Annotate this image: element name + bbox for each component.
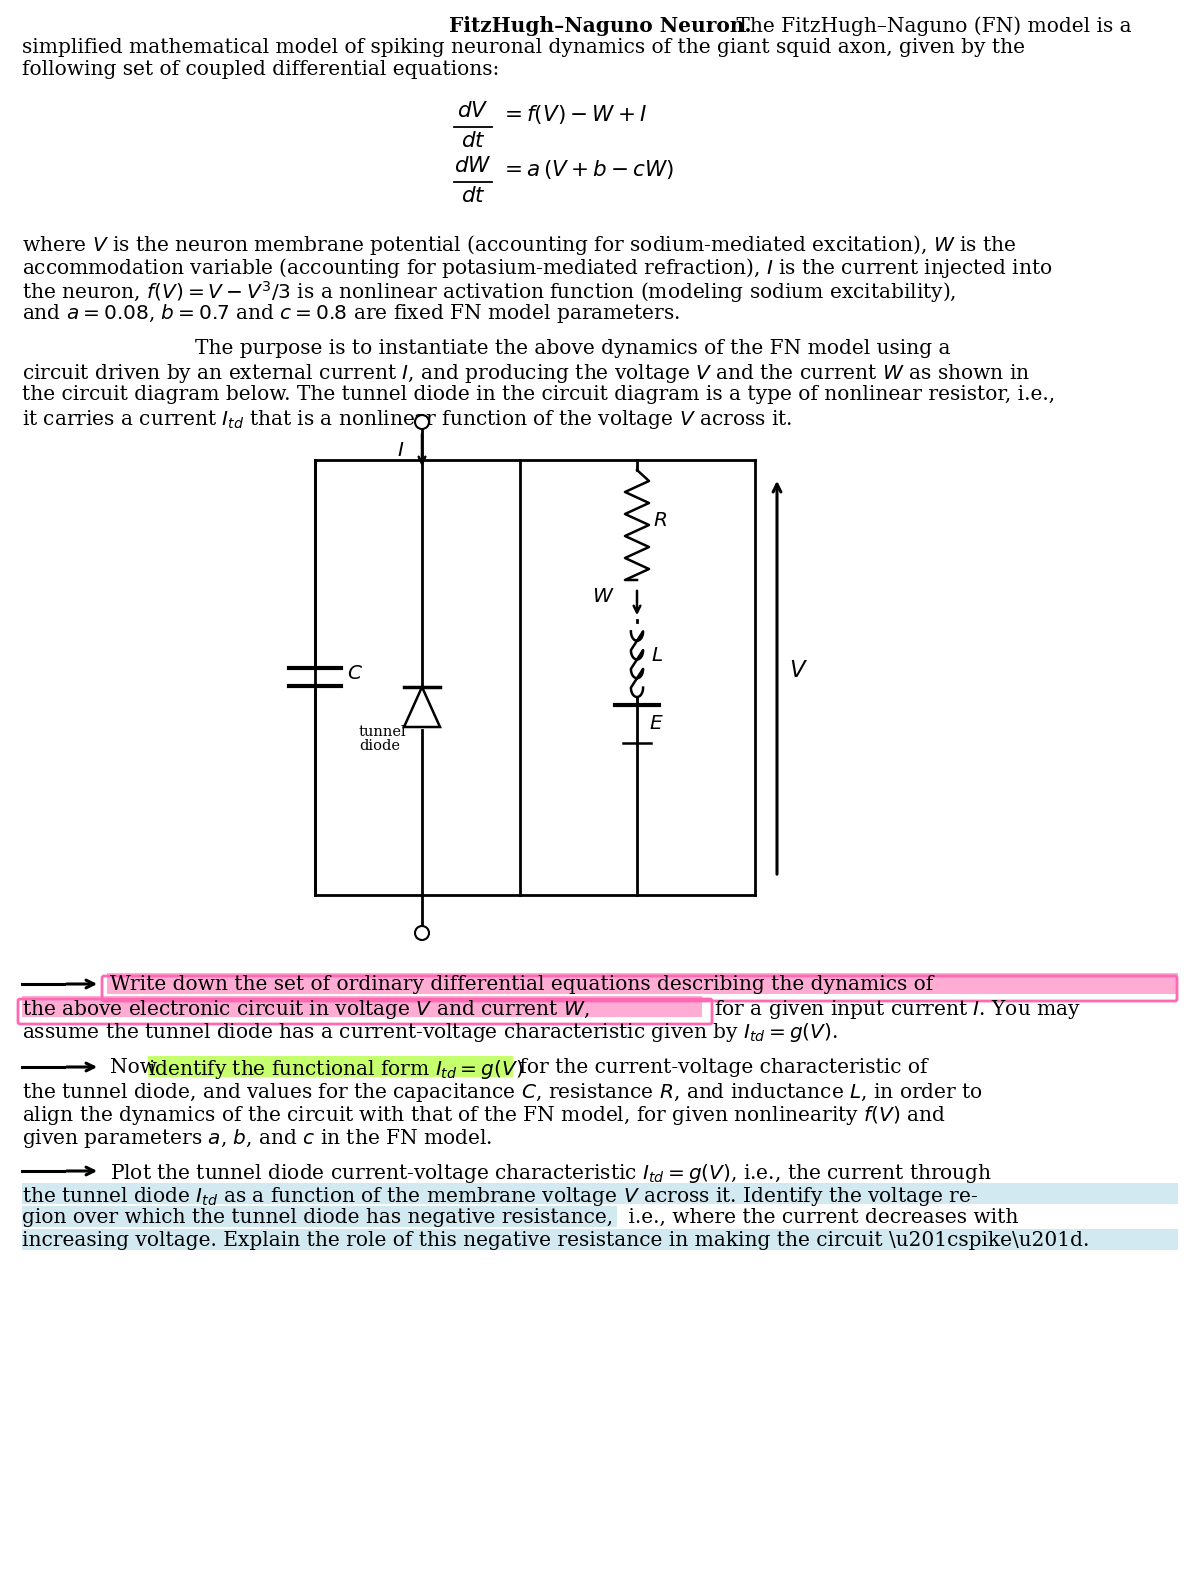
- Text: $dW$: $dW$: [455, 154, 492, 177]
- Text: increasing voltage. Explain the role of this negative resistance in making the c: increasing voltage. Explain the role of …: [22, 1231, 1090, 1250]
- Text: identify the functional form $I_{td} = g(V)$: identify the functional form $I_{td} = g…: [148, 1057, 523, 1081]
- Text: diode: diode: [359, 739, 400, 753]
- Text: where $V$ is the neuron membrane potential (accounting for sodium-mediated excit: where $V$ is the neuron membrane potenti…: [22, 233, 1016, 257]
- Text: the tunnel diode $I_{td}$ as a function of the membrane voltage $V$ across it. I: the tunnel diode $I_{td}$ as a function …: [22, 1185, 978, 1207]
- Text: $dt$: $dt$: [461, 129, 485, 151]
- Text: $C$: $C$: [347, 663, 362, 682]
- Text: the above electronic circuit in voltage $V$ and current $W$,: the above electronic circuit in voltage …: [22, 998, 589, 1021]
- FancyBboxPatch shape: [22, 1229, 1178, 1250]
- Text: $= f(V) - W + I$: $= f(V) - W + I$: [500, 102, 647, 126]
- Text: for the current-voltage characteristic of: for the current-voltage characteristic o…: [514, 1057, 928, 1076]
- FancyBboxPatch shape: [22, 996, 702, 1017]
- Text: the neuron, $f(V) = V - V^3/3$ is a nonlinear activation function (modeling sodi: the neuron, $f(V) = V - V^3/3$ is a nonl…: [22, 279, 956, 304]
- Text: $L$: $L$: [650, 646, 662, 665]
- Text: i.e., where the current decreases with: i.e., where the current decreases with: [622, 1207, 1019, 1228]
- Text: The purpose is to instantiate the above dynamics of the FN model using a: The purpose is to instantiate the above …: [194, 339, 950, 358]
- Text: accommodation variable (accounting for potasium-mediated refraction), $I$ is the: accommodation variable (accounting for p…: [22, 255, 1052, 281]
- Circle shape: [415, 927, 430, 939]
- Text: $dt$: $dt$: [461, 184, 485, 206]
- FancyBboxPatch shape: [22, 1184, 1178, 1204]
- Circle shape: [415, 414, 430, 429]
- Text: given parameters $a$, $b$, and $c$ in the FN model.: given parameters $a$, $b$, and $c$ in th…: [22, 1127, 492, 1150]
- Text: $E$: $E$: [649, 714, 664, 733]
- Text: gion over which the tunnel diode has negative resistance,: gion over which the tunnel diode has neg…: [22, 1207, 613, 1228]
- FancyBboxPatch shape: [22, 1206, 617, 1228]
- Text: the circuit diagram below. The tunnel diode in the circuit diagram is a type of : the circuit diagram below. The tunnel di…: [22, 385, 1055, 403]
- Text: $R$: $R$: [653, 511, 667, 530]
- FancyBboxPatch shape: [107, 972, 1178, 994]
- Text: and $a = 0.08$, $b = 0.7$ and $c = 0.8$ are fixed FN model parameters.: and $a = 0.08$, $b = 0.7$ and $c = 0.8$ …: [22, 303, 680, 325]
- Text: assume the tunnel diode has a current-voltage characteristic given by $I_{td} = : assume the tunnel diode has a current-vo…: [22, 1021, 838, 1043]
- FancyBboxPatch shape: [148, 1056, 514, 1076]
- Text: it carries a current $I_{td}$ that is a nonlinear function of the voltage $V$ ac: it carries a current $I_{td}$ that is a …: [22, 408, 792, 430]
- Text: $V$: $V$: [790, 660, 808, 682]
- Text: Now: Now: [110, 1057, 163, 1076]
- Text: $dV$: $dV$: [457, 99, 488, 121]
- Text: FitzHugh–Naguno Neuron.: FitzHugh–Naguno Neuron.: [449, 16, 751, 36]
- Text: $W$: $W$: [593, 586, 616, 605]
- Text: align the dynamics of the circuit with that of the FN model, for given nonlinear: align the dynamics of the circuit with t…: [22, 1105, 946, 1127]
- Text: Write down the set of ordinary differential equations describing the dynamics of: Write down the set of ordinary different…: [110, 976, 934, 994]
- Text: the tunnel diode, and values for the capacitance $C$, resistance $R$, and induct: the tunnel diode, and values for the cap…: [22, 1081, 983, 1105]
- Text: Plot the tunnel diode current-voltage characteristic $I_{td} = g(V)$, i.e., the : Plot the tunnel diode current-voltage ch…: [110, 1162, 992, 1185]
- Text: $= a\,(V + b - cW)$: $= a\,(V + b - cW)$: [500, 158, 674, 181]
- Text: for a given input current $I$. You may: for a given input current $I$. You may: [708, 998, 1081, 1021]
- Text: following set of coupled differential equations:: following set of coupled differential eq…: [22, 60, 499, 79]
- Text: $I$: $I$: [397, 441, 404, 460]
- Text: simplified mathematical model of spiking neuronal dynamics of the giant squid ax: simplified mathematical model of spiking…: [22, 38, 1025, 57]
- Text: circuit driven by an external current $I$, and producing the voltage $V$ and the: circuit driven by an external current $I…: [22, 362, 1030, 385]
- Text: The FitzHugh–Naguno (FN) model is a: The FitzHugh–Naguno (FN) model is a: [730, 16, 1132, 36]
- Text: tunnel: tunnel: [359, 725, 407, 739]
